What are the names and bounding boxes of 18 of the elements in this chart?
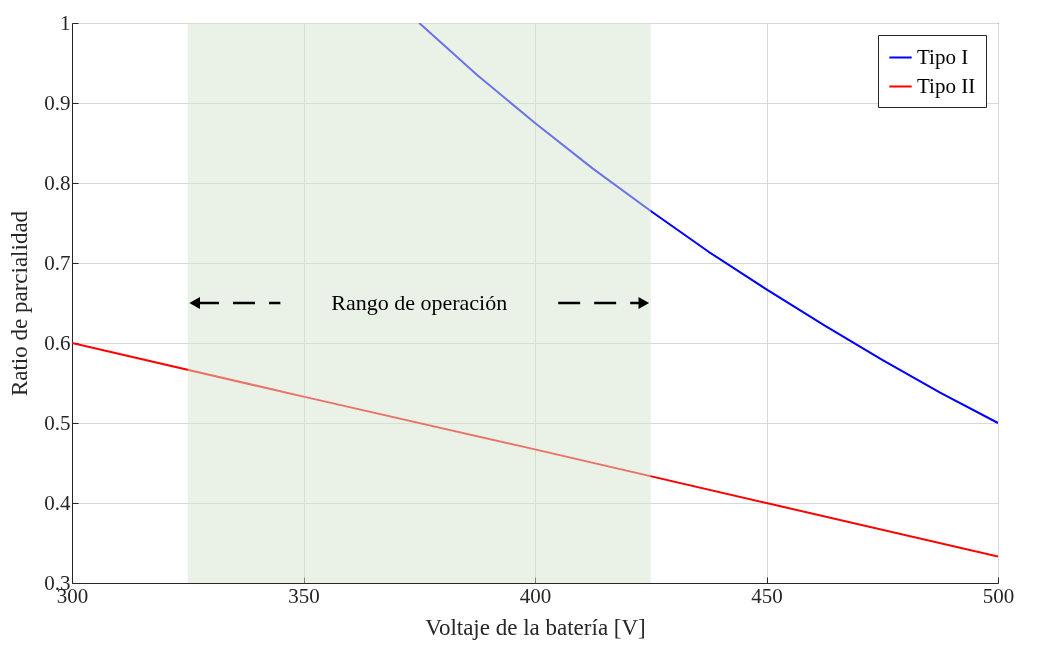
x-tick-label: 400 [519, 583, 552, 608]
legend-label: Tipo II [917, 73, 976, 98]
y-tick-label: 0.6 [44, 330, 71, 355]
x-tick-label: 450 [751, 583, 783, 608]
line-series [418, 23, 998, 424]
y-tick-label: 0.8 [44, 170, 71, 195]
x-tick-label: 350 [288, 583, 320, 608]
y-tick-label: 1 [60, 10, 71, 35]
y-tick-label: 0.5 [44, 410, 71, 435]
x-axis-title: Voltaje de la batería [V] [425, 614, 646, 640]
y-axis-title: Ratio de parcialidad [7, 210, 33, 397]
y-tick-label: 0.4 [44, 490, 71, 515]
legend-label: Tipo I [917, 44, 969, 69]
y-tick-label: 0.9 [44, 90, 71, 115]
line-series [72, 342, 998, 558]
y-tick-label: 0.7 [44, 250, 71, 275]
x-tick-label: 500 [982, 583, 1015, 608]
band-label: Rango de operación [331, 290, 508, 315]
